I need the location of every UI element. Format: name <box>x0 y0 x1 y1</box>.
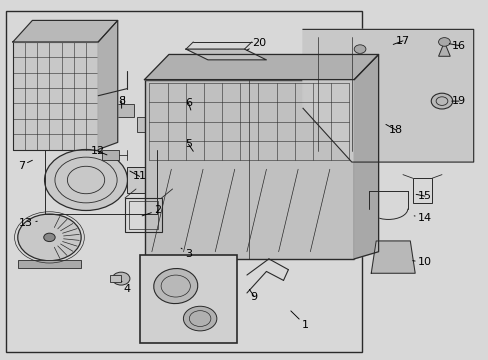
Text: 9: 9 <box>249 289 257 302</box>
Text: 12: 12 <box>91 146 107 156</box>
Text: 14: 14 <box>413 213 431 222</box>
Bar <box>5 12 361 352</box>
Text: 2: 2 <box>142 206 161 216</box>
Polygon shape <box>365 108 374 121</box>
Polygon shape <box>438 42 449 56</box>
Polygon shape <box>185 49 266 60</box>
Circle shape <box>183 306 216 331</box>
Circle shape <box>44 149 127 211</box>
Text: 1: 1 <box>290 311 308 330</box>
Text: 16: 16 <box>448 41 465 50</box>
Text: 13: 13 <box>19 218 37 228</box>
Circle shape <box>18 214 81 261</box>
Bar <box>129 201 158 229</box>
Circle shape <box>353 45 365 53</box>
Polygon shape <box>303 30 473 162</box>
Text: 20: 20 <box>246 38 265 50</box>
Bar <box>140 255 237 343</box>
Polygon shape <box>144 54 378 80</box>
Polygon shape <box>370 241 414 273</box>
Text: 15: 15 <box>415 191 431 201</box>
Bar <box>110 275 121 282</box>
Circle shape <box>430 93 452 109</box>
Polygon shape <box>98 21 118 149</box>
Polygon shape <box>353 54 378 259</box>
Text: 7: 7 <box>18 160 32 171</box>
Text: 19: 19 <box>451 96 465 106</box>
Bar <box>125 198 161 232</box>
Text: 11: 11 <box>130 171 146 181</box>
Bar <box>376 246 408 269</box>
Bar <box>412 178 431 203</box>
Circle shape <box>43 233 55 242</box>
Ellipse shape <box>153 269 197 303</box>
Polygon shape <box>13 21 118 42</box>
Text: 18: 18 <box>385 125 402 135</box>
Text: 3: 3 <box>181 248 191 258</box>
Bar <box>102 149 119 160</box>
Text: 6: 6 <box>184 98 191 110</box>
Bar <box>137 117 161 132</box>
Bar <box>144 80 353 259</box>
Bar <box>127 167 157 193</box>
Bar <box>13 42 98 149</box>
Bar <box>177 116 199 130</box>
Text: 8: 8 <box>118 96 125 108</box>
Bar <box>113 104 134 117</box>
Text: 17: 17 <box>392 36 409 46</box>
Circle shape <box>365 105 374 112</box>
Circle shape <box>112 272 130 285</box>
Bar <box>18 260 81 268</box>
Circle shape <box>438 38 449 46</box>
Text: 10: 10 <box>412 257 431 267</box>
Text: 4: 4 <box>122 281 131 294</box>
Polygon shape <box>353 49 365 63</box>
Text: 5: 5 <box>184 139 193 151</box>
